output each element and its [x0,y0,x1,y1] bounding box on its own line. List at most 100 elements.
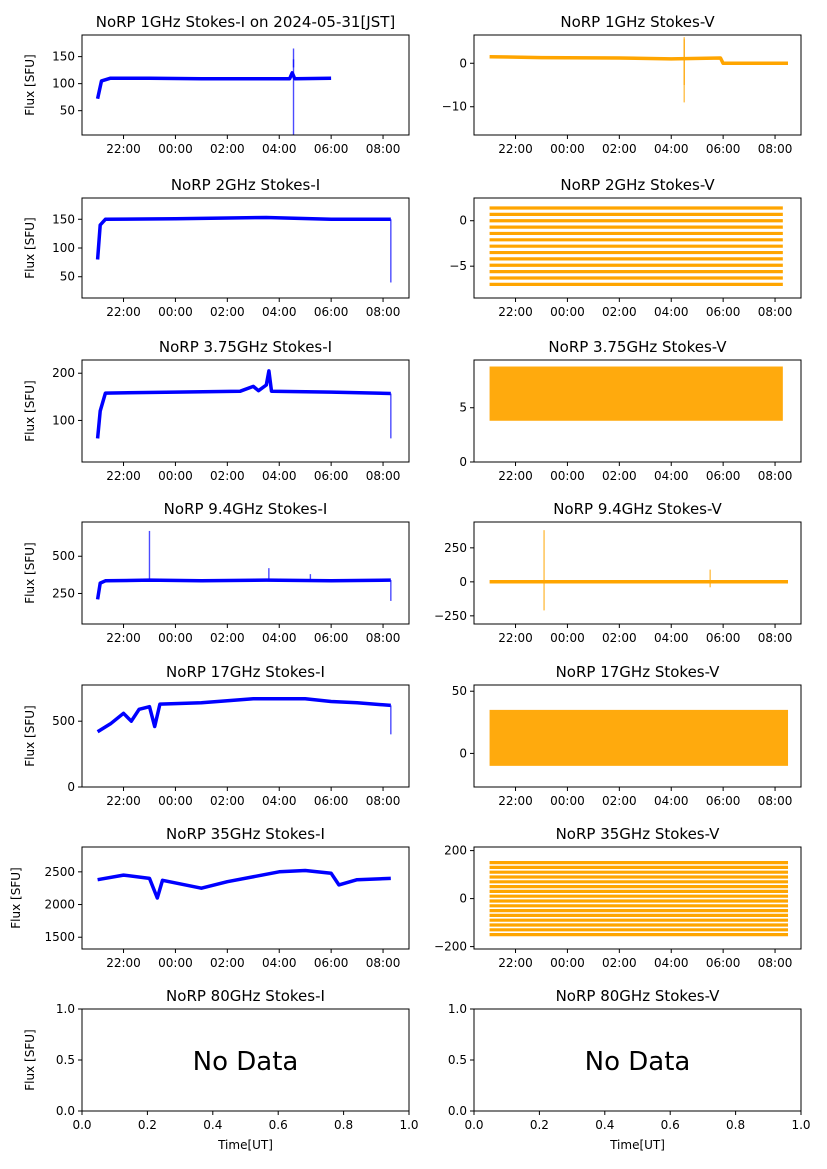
panel-title: NoRP 9.4GHz Stokes-I [164,500,328,518]
y-tick-label: 250 [52,586,75,600]
panel-2ghz-i: NoRP 2GHz Stokes-I 22:00 00:00 02:00 04:00 06… [23,176,410,319]
x-tick-label: 08:00 [758,956,793,970]
data-band [489,366,783,421]
x-tick-label: 04:00 [654,142,689,156]
y-tick-label: −250 [434,609,467,623]
x-tick-label: 00:00 [158,469,193,483]
axes-frame [81,1008,410,1112]
x-tick-label: 22:00 [106,794,141,808]
panel-title: NoRP 3.75GHz Stokes-V [548,338,727,356]
x-tick-label: 0.4 [203,1118,222,1132]
x-tick-label: 04:00 [262,305,297,319]
x-tick-label: 08:00 [758,469,793,483]
x-tick-label: 06:00 [314,631,349,645]
x-tick-label: 0.6 [269,1118,288,1132]
x-tick-label: 04:00 [262,142,297,156]
y-tick-label: 0 [459,214,467,228]
x-tick-label: 0.8 [334,1118,353,1132]
panel-title: NoRP 35GHz Stokes-I [166,825,325,843]
x-tick-label: 06:00 [314,956,349,970]
x-tick-label: 0.0 [72,1118,91,1132]
panel-35ghz-i: NoRP 35GHz Stokes-I 22:00 00:00 02:00 04:00 0… [9,825,410,970]
x-tick-label: 04:00 [262,956,297,970]
x-tick-label: 22:00 [106,469,141,483]
x-tick-label: 22:00 [498,631,533,645]
x-tick-label: 08:00 [366,956,401,970]
y-tick-label: 0.0 [448,1104,467,1118]
y-tick-label: 1.0 [448,1002,467,1016]
x-tick-label: 22:00 [106,956,141,970]
axes-frame [81,846,410,950]
x-tick-label: 1.0 [399,1118,418,1132]
x-tick-label: 00:00 [550,794,585,808]
x-tick-label: 00:00 [550,956,585,970]
x-tick-label: 04:00 [654,631,689,645]
x-tick-label: 22:00 [106,631,141,645]
axes-frame [473,1008,802,1112]
panel-2ghz-v: NoRP 2GHz Stokes-V 22:00 00:00 02:00 04:00 06… [449,176,802,319]
y-tick-label: 1.0 [56,1002,75,1016]
y-tick-label: 0 [67,780,75,794]
x-tick-label: 04:00 [654,469,689,483]
y-tick-label: 2500 [44,865,75,879]
x-tick-label: 0.6 [661,1118,680,1132]
axes-frame [81,34,410,136]
data-series [95,578,391,600]
x-tick-label: 04:00 [654,794,689,808]
x-tick-label: 00:00 [158,956,193,970]
x-axis-label: Time[UT] [217,1138,273,1152]
plot-area [97,868,391,900]
y-tick-label: 100 [52,241,75,255]
y-tick-label: 100 [52,413,75,427]
axes-frame [81,197,410,299]
panel-35ghz-v: NoRP 35GHz Stokes-V 22:00 00:00 02:00 04:00 0… [434,825,802,970]
x-tick-label: 04:00 [262,469,297,483]
x-tick-label: 08:00 [758,631,793,645]
x-tick-label: 00:00 [158,142,193,156]
x-tick-label: 0.2 [530,1118,549,1132]
axes-frame [81,359,410,463]
data-series [489,54,788,66]
x-tick-label: 0.8 [726,1118,745,1132]
y-axis-label: Flux [SFU] [23,54,37,115]
x-tick-label: 1.0 [791,1118,810,1132]
panel-title: NoRP 2GHz Stokes-V [560,176,715,194]
x-tick-label: 22:00 [498,142,533,156]
y-tick-label: 0 [459,892,467,906]
y-axis-label: Flux [SFU] [23,217,37,278]
x-tick-label: 00:00 [550,469,585,483]
x-tick-label: 0.0 [464,1118,483,1132]
data-series [95,71,332,100]
y-tick-label: 50 [60,104,75,118]
panel-title: NoRP 80GHz Stokes-I [166,987,325,1005]
y-tick-label: 150 [52,212,75,226]
y-tick-label: 0 [459,575,467,589]
panel-title: NoRP 9.4GHz Stokes-V [553,500,722,518]
panel-title: NoRP 1GHz Stokes-I on 2024-05-31[JST] [96,13,396,31]
x-tick-label: 08:00 [758,142,793,156]
x-tick-label: 04:00 [654,305,689,319]
x-tick-label: 22:00 [106,142,141,156]
panel-title: NoRP 3.75GHz Stokes-I [159,338,332,356]
x-tick-label: 00:00 [158,305,193,319]
plot-area [95,369,392,439]
x-tick-label: 06:00 [314,305,349,319]
plot-area [95,48,332,135]
y-tick-label: 50 [452,684,467,698]
panel-3.75ghz-i: NoRP 3.75GHz Stokes-I 22:00 00:00 02:00 04:0… [23,338,410,483]
panel-17ghz-i: NoRP 17GHz Stokes-I 22:00 00:00 02:00 04:00 0… [23,663,410,808]
plot-area [489,709,789,766]
axes-frame [473,197,802,299]
panel-17ghz-v: NoRP 17GHz Stokes-V 22:00 00:00 02:00 04:00 0… [452,663,802,808]
data-series [97,868,391,900]
panel-80ghz-i: NoRP 80GHz Stokes-I No Data 0.0 0.2 0.4 0.6 0.… [23,987,419,1152]
x-tick-label: 02:00 [602,794,637,808]
y-axis-label: Flux [SFU] [23,542,37,603]
data-series [95,215,391,260]
x-tick-label: 04:00 [262,794,297,808]
y-tick-label: −5 [449,259,467,273]
x-tick-label: 02:00 [602,469,637,483]
data-band [489,709,789,766]
x-tick-label: 02:00 [602,142,637,156]
y-tick-label: 5 [459,401,467,415]
